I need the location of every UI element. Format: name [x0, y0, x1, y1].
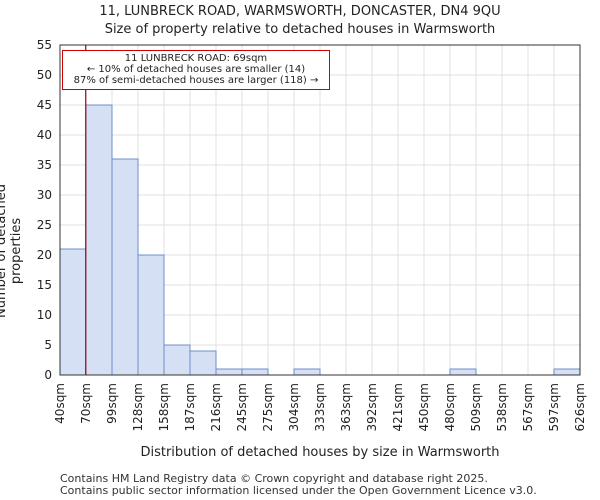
x-tick-label: 480sqm [443, 383, 457, 431]
y-tick-label: 0 [44, 368, 52, 382]
annotation-line-3: 87% of semi-detached houses are larger (… [73, 75, 319, 86]
x-tick-label: 421sqm [391, 383, 405, 431]
histogram-bar [163, 344, 191, 376]
y-tick-label: 25 [37, 218, 52, 232]
x-tick-label: 363sqm [339, 383, 353, 431]
plot-frame [59, 44, 581, 376]
chart-subtitle: Size of property relative to detached ho… [104, 22, 496, 37]
x-tick-label: 626sqm [573, 383, 587, 431]
histogram-bar [137, 254, 165, 376]
y-tick-label: 10 [37, 308, 52, 322]
histogram-bar [189, 350, 217, 376]
x-tick-label: 158sqm [157, 383, 171, 431]
x-tick-label: 128sqm [131, 383, 145, 431]
x-tick-label: 245sqm [235, 383, 249, 431]
histogram-bar [241, 368, 269, 376]
y-tick-label: 30 [37, 188, 52, 202]
x-axis-label: Distribution of detached houses by size … [140, 445, 500, 460]
y-tick-label: 20 [37, 248, 52, 262]
y-tick-label: 40 [37, 128, 52, 142]
y-tick-label: 35 [37, 158, 52, 172]
x-tick-label: 567sqm [521, 383, 535, 431]
x-tick-label: 392sqm [365, 383, 379, 431]
histogram-bar [553, 368, 581, 376]
histogram-bar [111, 158, 139, 376]
x-tick-label: 70sqm [79, 383, 93, 424]
x-tick-label: 187sqm [183, 383, 197, 431]
y-tick-label: 45 [37, 98, 52, 112]
x-tick-label: 538sqm [495, 383, 509, 431]
x-tick-label: 450sqm [417, 383, 431, 431]
x-tick-label: 597sqm [547, 383, 561, 431]
x-tick-label: 275sqm [261, 383, 275, 431]
y-tick-label: 55 [37, 38, 52, 52]
histogram-bar [215, 368, 243, 376]
y-tick-label: 15 [37, 278, 52, 292]
x-tick-label: 99sqm [105, 383, 119, 424]
histogram-bar [59, 248, 87, 376]
footer-line-1: Contains HM Land Registry data © Crown c… [60, 472, 488, 485]
x-tick-label: 216sqm [209, 383, 223, 431]
histogram-bar [293, 368, 321, 376]
page-title: 11, LUNBRECK ROAD, WARMSWORTH, DONCASTER… [99, 4, 501, 19]
x-tick-label: 509sqm [469, 383, 483, 431]
histogram-bar [449, 368, 477, 376]
property-annotation: 11 LUNBRECK ROAD: 69sqm ← 10% of detache… [62, 50, 330, 90]
x-tick-label: 304sqm [287, 383, 301, 431]
annotation-line-1: 11 LUNBRECK ROAD: 69sqm [124, 53, 268, 64]
x-tick-label: 40sqm [53, 383, 67, 424]
y-tick-label: 5 [44, 338, 52, 352]
annotation-line-2: ← 10% of detached houses are smaller (14… [86, 64, 306, 75]
y-tick-label: 50 [37, 68, 52, 82]
footer-line-2: Contains public sector information licen… [60, 484, 537, 497]
y-axis-label: Number of detached properties [0, 184, 24, 318]
histogram-bar [85, 104, 113, 376]
x-tick-label: 333sqm [313, 383, 327, 431]
